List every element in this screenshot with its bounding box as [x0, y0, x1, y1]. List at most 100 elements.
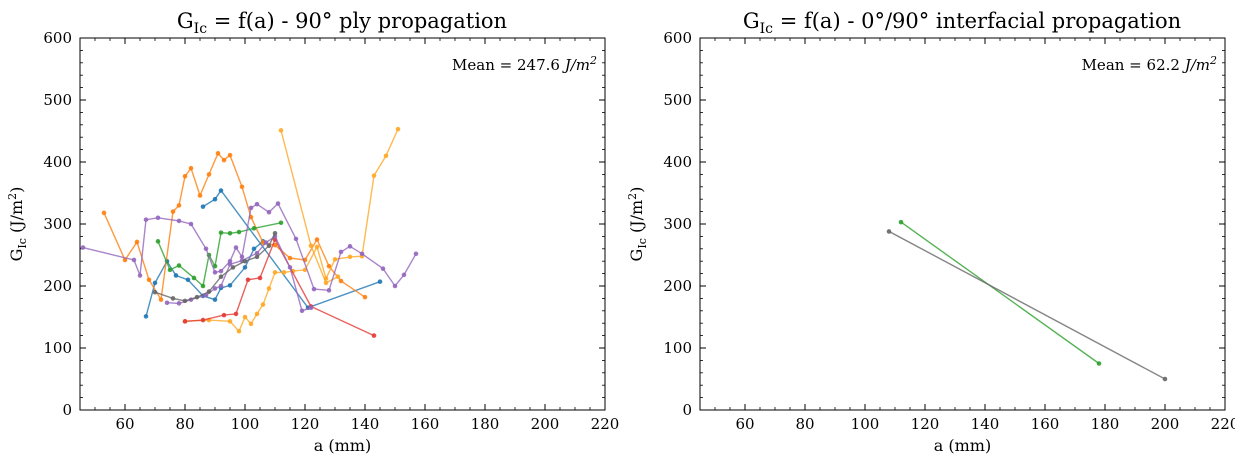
data-point [143, 314, 149, 319]
data-point [143, 217, 149, 222]
data-point [254, 250, 260, 256]
data-point [392, 283, 398, 289]
data-point [212, 196, 218, 202]
data-point [278, 220, 284, 226]
data-point [254, 254, 260, 260]
data-point [197, 193, 203, 198]
data-point [221, 312, 227, 318]
data-point [212, 263, 218, 269]
data-point [314, 244, 320, 250]
x-tick-label: 80 [175, 415, 194, 433]
mean-unit-superscript: 2 [1209, 54, 1217, 67]
title-main: G [743, 9, 760, 33]
data-point [236, 328, 242, 334]
data-point [308, 305, 314, 311]
x-tick-label: 200 [1151, 415, 1180, 433]
data-point [212, 270, 218, 275]
title-subscript: Ic [194, 21, 208, 37]
data-point [242, 265, 248, 270]
data-point [152, 289, 158, 295]
data-point [212, 286, 218, 291]
data-point [182, 319, 188, 324]
x-tick-label: 100 [231, 415, 260, 433]
ylabel-subscript: Ic [636, 238, 649, 249]
y-tick-label: 600 [43, 29, 72, 47]
ylabel-superscript: 2 [6, 193, 19, 200]
ylabel-main: G [627, 249, 646, 262]
data-point [371, 333, 377, 338]
data-point [218, 283, 224, 289]
data-point [155, 239, 161, 244]
x-tick-label: 140 [971, 415, 1000, 433]
data-point [215, 151, 221, 156]
data-point [245, 277, 251, 283]
data-point [101, 210, 107, 216]
data-point [164, 300, 170, 306]
data-point [131, 257, 137, 263]
series-group [886, 219, 1168, 382]
ylabel-rest: (J/m [7, 200, 26, 238]
data-point [170, 296, 176, 301]
data-point [413, 251, 419, 257]
mean-text: Mean = 247.6 [452, 56, 565, 74]
x-tick-label: 160 [1031, 415, 1060, 433]
x-tick-label: 180 [1091, 415, 1120, 433]
data-point [335, 274, 341, 280]
data-point [326, 263, 332, 269]
data-point [1096, 361, 1102, 366]
data-point [260, 302, 266, 307]
series-group [80, 126, 419, 338]
data-point [383, 153, 389, 159]
data-point [323, 280, 329, 286]
data-point [338, 249, 344, 255]
data-point [137, 273, 143, 278]
data-point [311, 286, 317, 292]
data-point [251, 226, 257, 231]
data-point [347, 254, 353, 260]
x-tick-label: 220 [1211, 415, 1235, 433]
data-point [176, 301, 182, 306]
data-point [134, 239, 140, 245]
title-main: G [177, 9, 194, 33]
data-point [227, 231, 233, 236]
mean-unit: J/m [562, 56, 590, 74]
x-tick-label: 100 [851, 415, 880, 433]
data-point [206, 172, 212, 177]
data-point [239, 184, 245, 190]
data-point [227, 262, 233, 267]
y-tick-label: 400 [663, 153, 692, 171]
x-tick-label: 160 [411, 415, 440, 433]
data-point [182, 173, 188, 179]
data-point [359, 251, 365, 257]
data-point [1162, 376, 1168, 382]
data-point [218, 268, 224, 274]
data-point [230, 265, 236, 270]
data-point [200, 283, 206, 289]
data-point [287, 265, 293, 270]
data-point [401, 272, 407, 278]
data-point [227, 319, 233, 324]
data-point [221, 157, 227, 163]
title-rest: = f(a) - 0°/90° interfacial propagation [773, 9, 1181, 33]
series-line [103, 152, 366, 302]
data-point [275, 201, 281, 206]
chart-title: GIc = f(a) - 0°/90° interfacial propagat… [743, 9, 1181, 37]
data-point [182, 298, 188, 304]
data-point [242, 258, 248, 264]
data-point [173, 273, 179, 278]
chart-panel-1: 60 80 100 120 140 160 180 200 220 0 100 200 300 400 50… [6, 9, 619, 455]
data-point [251, 246, 257, 252]
data-point [308, 243, 314, 248]
data-point [242, 314, 248, 320]
mean-annotation: Mean = 62.2 J/m2 [1082, 54, 1217, 74]
data-point [200, 204, 206, 209]
data-point [155, 215, 161, 221]
data-point [185, 277, 191, 283]
x-tick-label: 200 [531, 415, 560, 433]
data-point [233, 311, 239, 317]
data-point [254, 201, 260, 207]
data-point [347, 244, 353, 249]
plot-frame [699, 37, 1226, 411]
